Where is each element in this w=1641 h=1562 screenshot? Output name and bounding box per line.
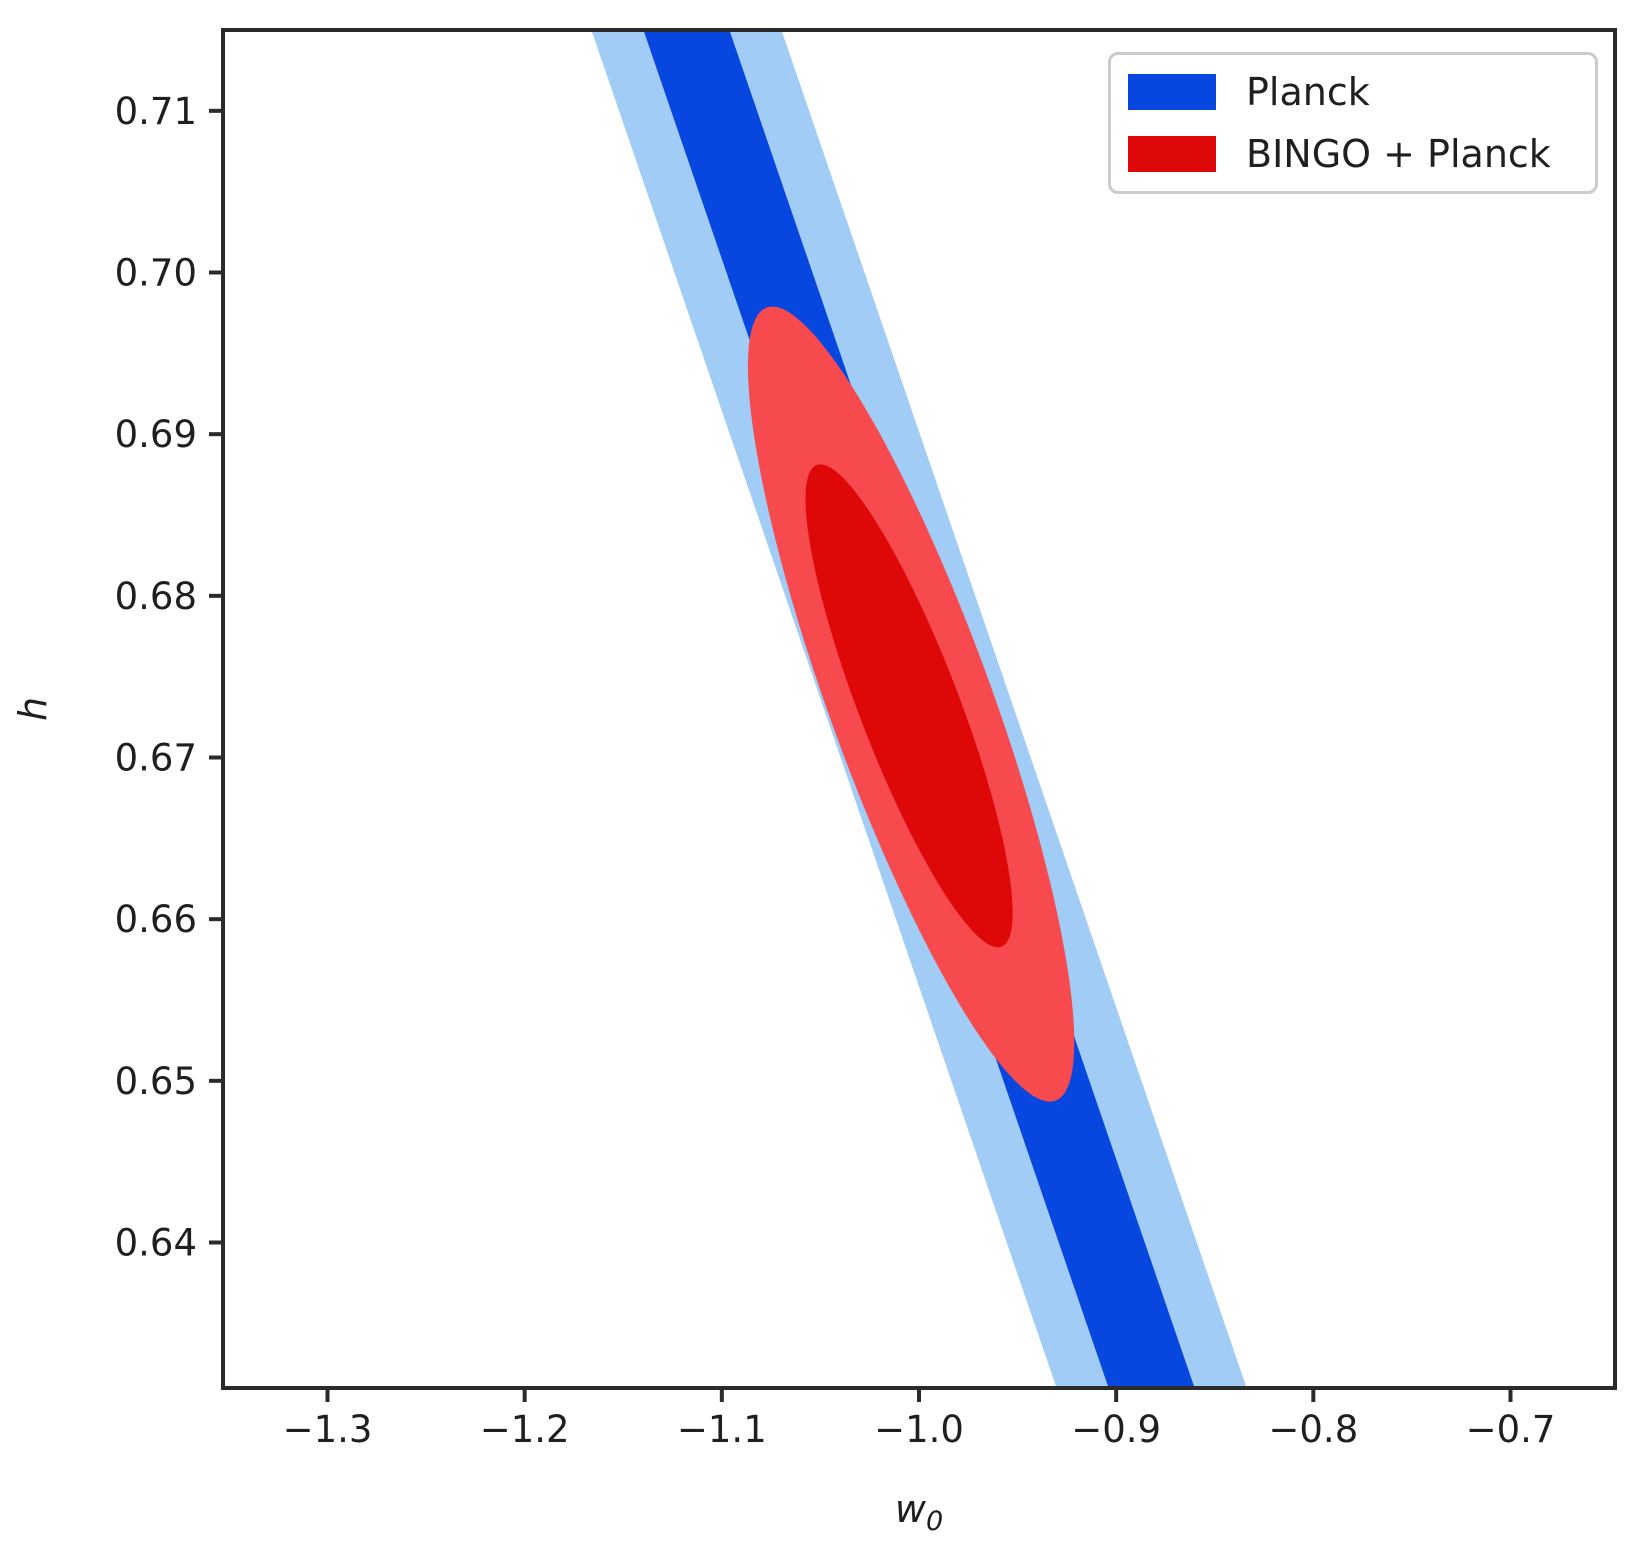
- y-tick-label: 0.64: [115, 1222, 197, 1265]
- bingo-planck-ellipse-1sigma: [805, 464, 1013, 948]
- y-tick-label: 0.66: [115, 898, 197, 941]
- x-axis-label-subscript: 0: [926, 1506, 943, 1537]
- x-tick-label: −0.7: [1466, 1408, 1556, 1451]
- y-tick-label: 0.69: [115, 413, 197, 456]
- x-tick-label: −1.3: [283, 1408, 373, 1451]
- y-tick-label: 0.71: [115, 90, 197, 133]
- legend-row-bingo-planck: BINGO + Planck: [1128, 135, 1595, 173]
- legend-label-planck: Planck: [1246, 70, 1370, 114]
- x-tick-label: −1.2: [480, 1408, 570, 1451]
- legend-label-bingo-planck: BINGO + Planck: [1246, 132, 1551, 176]
- x-tick-label: −0.8: [1268, 1408, 1358, 1451]
- y-tick-label: 0.67: [115, 737, 197, 780]
- y-tick-label: 0.70: [115, 252, 197, 295]
- x-tick-label: −1.0: [874, 1408, 964, 1451]
- legend: Planck BINGO + Planck: [1108, 52, 1598, 194]
- y-axis-label: h: [11, 697, 55, 721]
- legend-swatch-planck: [1128, 74, 1216, 110]
- x-tick-label: −0.9: [1071, 1408, 1161, 1451]
- x-tick-label: −1.1: [677, 1408, 767, 1451]
- y-tick-label: 0.65: [115, 1060, 197, 1103]
- y-tick-label: 0.68: [115, 575, 197, 618]
- legend-row-planck: Planck: [1128, 73, 1595, 111]
- legend-swatch-bingo-planck: [1128, 136, 1216, 172]
- x-axis-label: w0: [895, 1487, 943, 1537]
- contour-layer: [477, 30, 1361, 1388]
